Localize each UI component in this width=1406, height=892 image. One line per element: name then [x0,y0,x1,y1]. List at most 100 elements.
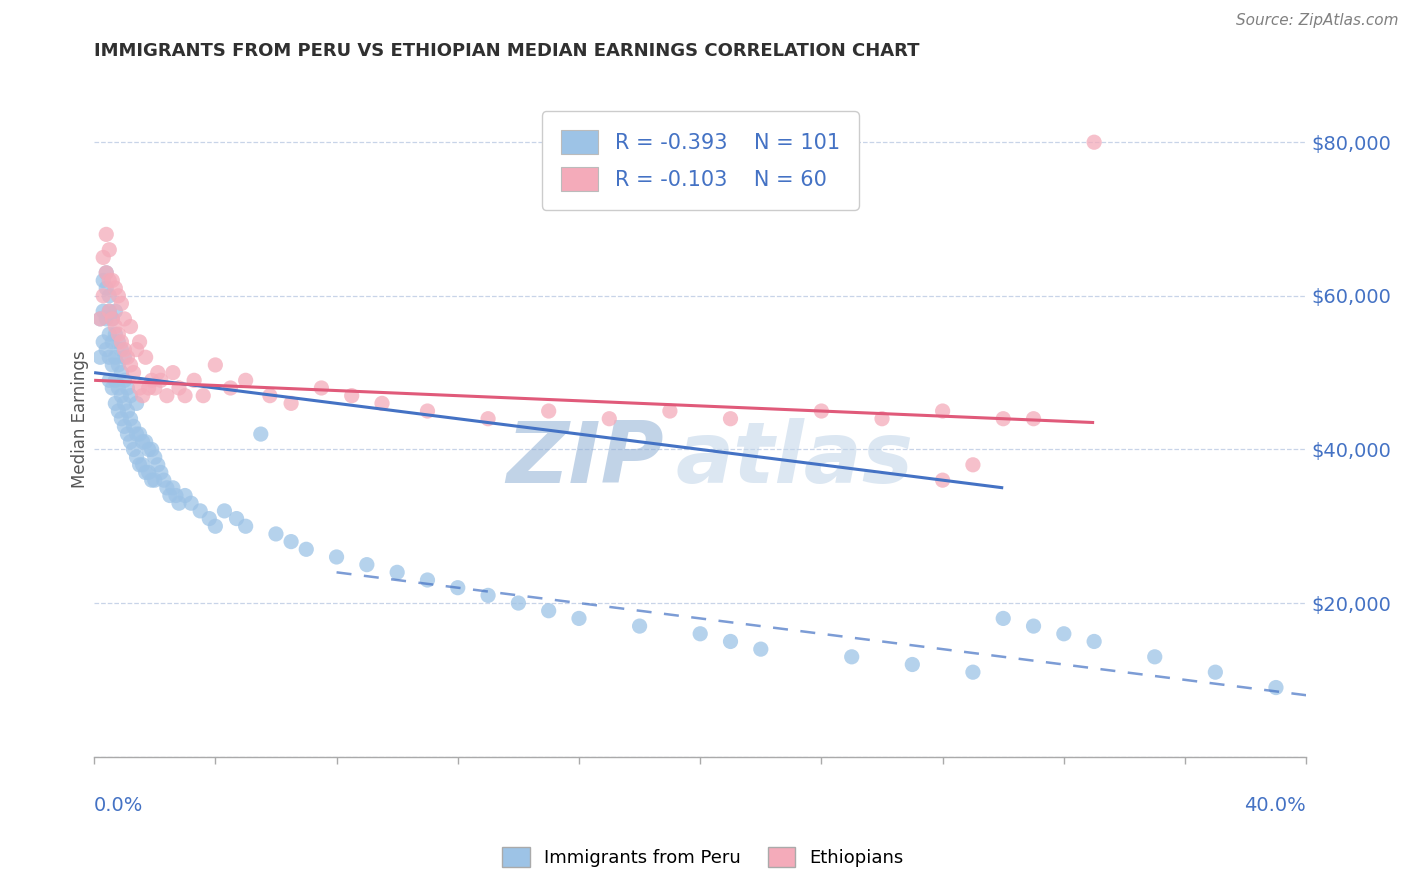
Text: 40.0%: 40.0% [1244,796,1306,814]
Point [146,366,169,380]
Point [689,627,711,641]
Point [91,304,114,318]
Point [138,381,160,395]
Point [101,273,124,287]
Point [749,642,772,657]
Point [870,411,893,425]
Point [104,319,127,334]
Point [104,396,127,410]
Point [110,334,132,349]
Point [841,649,863,664]
Point [101,311,124,326]
Point [183,373,205,387]
Point [125,343,148,357]
Point [98,373,121,387]
Point [165,489,187,503]
Point [122,442,145,457]
Point [810,404,832,418]
Point [219,381,242,395]
Legend: Immigrants from Peru, Ethiopians: Immigrants from Peru, Ethiopians [495,839,911,874]
Point [107,404,129,418]
Point [340,389,363,403]
Text: ZIP: ZIP [506,417,664,500]
Point [295,542,318,557]
Point [371,396,394,410]
Point [91,273,114,287]
Point [1143,649,1166,664]
Point [153,473,176,487]
Point [1083,634,1105,648]
Point [311,381,333,395]
Point [720,411,742,425]
Point [96,227,118,242]
Point [962,665,984,680]
Point [131,389,153,403]
Point [235,519,257,533]
Point [1265,681,1288,695]
Legend: R = -0.393    N = 101, R = -0.103    N = 60: R = -0.393 N = 101, R = -0.103 N = 60 [541,112,859,210]
Point [568,611,591,625]
Point [96,311,118,326]
Point [101,311,124,326]
Point [143,473,166,487]
Point [128,334,150,349]
Point [128,381,150,395]
Point [110,389,132,403]
Point [235,373,257,387]
Point [96,266,118,280]
Point [98,304,121,318]
Point [107,289,129,303]
Text: IMMIGRANTS FROM PERU VS ETHIOPIAN MEDIAN EARNINGS CORRELATION CHART: IMMIGRANTS FROM PERU VS ETHIOPIAN MEDIAN… [94,42,920,60]
Point [104,281,127,295]
Point [416,404,439,418]
Point [135,434,157,449]
Point [104,304,127,318]
Text: Source: ZipAtlas.com: Source: ZipAtlas.com [1236,13,1399,29]
Point [98,273,121,287]
Point [135,466,157,480]
Point [89,351,111,365]
Point [114,419,136,434]
Point [96,266,118,280]
Text: atlas: atlas [676,417,914,500]
Point [167,496,190,510]
Point [658,404,681,418]
Point [280,534,302,549]
Point [120,434,142,449]
Point [114,396,136,410]
Point [89,311,111,326]
Point [96,281,118,295]
Point [325,549,347,564]
Point [180,496,202,510]
Point [107,358,129,372]
Point [143,381,166,395]
Point [167,381,190,395]
Point [204,358,226,372]
Point [110,411,132,425]
Point [89,311,111,326]
Point [188,504,211,518]
Point [508,596,530,610]
Point [128,427,150,442]
Point [98,351,121,365]
Point [1053,627,1076,641]
Text: 0.0%: 0.0% [94,796,143,814]
Point [356,558,378,572]
Point [149,466,172,480]
Point [104,327,127,342]
Point [104,351,127,365]
Point [107,327,129,342]
Point [162,366,184,380]
Point [122,419,145,434]
Point [598,411,620,425]
Point [91,334,114,349]
Point [104,373,127,387]
Point [141,373,163,387]
Point [447,581,470,595]
Point [114,351,136,365]
Point [962,458,984,472]
Point [98,289,121,303]
Point [1022,411,1045,425]
Point [128,458,150,472]
Point [110,366,132,380]
